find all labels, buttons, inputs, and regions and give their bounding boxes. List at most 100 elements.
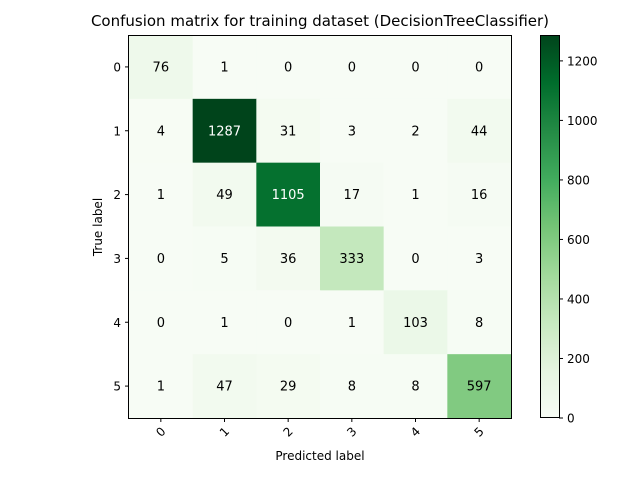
- colorbar-tick-label: 600: [567, 233, 590, 247]
- heatmap-cell: [447, 226, 512, 291]
- heatmap-cells: [129, 35, 512, 419]
- colorbar: [540, 35, 559, 418]
- heatmap-cell: [320, 290, 385, 355]
- cell-value-label: 4: [157, 124, 165, 139]
- cell-value-label: 1105: [272, 188, 305, 203]
- cell-value-label: 1: [220, 60, 228, 75]
- colorbar-tick-label: 200: [567, 352, 590, 366]
- y-tick-label: 4: [113, 316, 121, 330]
- cell-value-label: 0: [284, 316, 292, 331]
- cell-value-label: 1: [348, 316, 356, 331]
- heatmap-cell: [256, 35, 321, 100]
- y-axis-ticks: 0 1 2 3 4 5: [113, 60, 129, 394]
- y-axis-label: True label: [91, 198, 105, 257]
- cell-value-label: 0: [411, 252, 419, 267]
- cell-value-label: 103: [403, 316, 428, 331]
- cell-value-label: 0: [157, 316, 165, 331]
- cell-value-label: 2: [411, 124, 419, 139]
- heatmap-cell: [383, 290, 448, 355]
- y-tick-label: 2: [113, 188, 121, 202]
- heatmap-cell: [447, 162, 512, 227]
- heatmap-cell: [383, 354, 448, 419]
- cell-value-label: 3: [475, 252, 483, 267]
- cell-value-label: 333: [339, 252, 364, 267]
- colorbar-tick-label: 400: [567, 292, 590, 306]
- heatmap-cell: [129, 354, 194, 419]
- heatmap-cell-labels: 76 1 0 0 0 0 4 1287 31 3 2 44 1 49 1105 17 1 16 0 5 36 333 0 3 0…: [153, 60, 492, 394]
- colorbar-tick-label: 0: [567, 412, 575, 426]
- heatmap-cell: [192, 35, 257, 100]
- heatmap-cell: [320, 226, 385, 291]
- x-tick-label: 1: [217, 424, 232, 439]
- heatmap-cell: [192, 226, 257, 291]
- heatmap-cell: [129, 162, 194, 227]
- colorbar-tick-label: 1200: [567, 54, 598, 68]
- heatmap-cell: [447, 354, 512, 419]
- cell-value-label: 36: [280, 252, 297, 267]
- heatmap-cell: [320, 354, 385, 419]
- cell-value-label: 0: [157, 252, 165, 267]
- cell-value-label: 5: [220, 252, 228, 267]
- heatmap-cell: [383, 98, 448, 164]
- heatmap-cell: [129, 35, 194, 100]
- cell-value-label: 29: [280, 380, 297, 395]
- colorbar-ticks: 0 200 400 600 800 1000 1200: [559, 54, 598, 426]
- cell-value-label: 8: [475, 316, 483, 331]
- x-axis-ticks: 0 1 2 3 4 5: [153, 418, 487, 440]
- cell-value-label: 1287: [208, 124, 241, 139]
- heatmap-cell: [320, 98, 385, 164]
- x-tick-label: 3: [344, 424, 359, 439]
- heatmap-cell: [192, 354, 257, 419]
- cell-value-label: 1: [157, 188, 165, 203]
- cell-value-label: 0: [475, 60, 483, 75]
- heatmap-cell: [129, 98, 194, 164]
- chart-title: Confusion matrix for training dataset (D…: [91, 12, 549, 30]
- colorbar-tick-label: 800: [567, 173, 590, 187]
- cell-value-label: 47: [216, 380, 233, 395]
- plot-frame: [128, 35, 512, 419]
- colorbar-tick-label: 1000: [567, 114, 598, 128]
- heatmap-cell: [129, 290, 194, 355]
- heatmap-cell: [447, 290, 512, 355]
- cell-value-label: 1: [411, 188, 419, 203]
- y-tick-label: 3: [113, 252, 121, 266]
- y-tick-label: 5: [113, 380, 121, 394]
- cell-value-label: 0: [284, 60, 292, 75]
- cell-value-label: 597: [467, 380, 492, 395]
- heatmap-cell: [383, 35, 448, 100]
- heatmap-cell: [256, 98, 321, 164]
- heatmap-cell: [256, 226, 321, 291]
- heatmap-cell: [192, 98, 257, 164]
- x-tick-label: 0: [153, 424, 168, 439]
- cell-value-label: 8: [348, 380, 356, 395]
- heatmap-cell: [129, 226, 194, 291]
- heatmap-cell: [320, 35, 385, 100]
- cell-value-label: 16: [471, 188, 488, 203]
- y-tick-label: 1: [113, 124, 121, 138]
- cell-value-label: 44: [471, 124, 488, 139]
- cell-value-label: 3: [348, 124, 356, 139]
- x-tick-label: 2: [281, 424, 296, 439]
- heatmap-cell: [256, 354, 321, 419]
- cell-value-label: 76: [153, 60, 170, 75]
- heatmap-cell: [383, 162, 448, 227]
- heatmap-cell: [256, 162, 321, 227]
- colorbar-frame: [540, 35, 560, 418]
- heatmap-cell: [192, 290, 257, 355]
- heatmap-cell: [383, 226, 448, 291]
- x-tick-label: 4: [408, 424, 423, 439]
- heatmap-cell: [192, 162, 257, 227]
- heatmap-cell: [320, 162, 385, 227]
- cell-value-label: 49: [216, 188, 233, 203]
- heatmap-cell: [256, 290, 321, 355]
- y-tick-label: 0: [113, 60, 121, 74]
- cell-value-label: 1: [157, 380, 165, 395]
- cell-value-label: 31: [280, 124, 297, 139]
- x-axis-label: Predicted label: [275, 449, 364, 463]
- cell-value-label: 1: [220, 316, 228, 331]
- cell-value-label: 8: [411, 380, 419, 395]
- heatmap-cell: [447, 98, 512, 164]
- cell-value-label: 0: [348, 60, 356, 75]
- heatmap-cell: [447, 35, 512, 100]
